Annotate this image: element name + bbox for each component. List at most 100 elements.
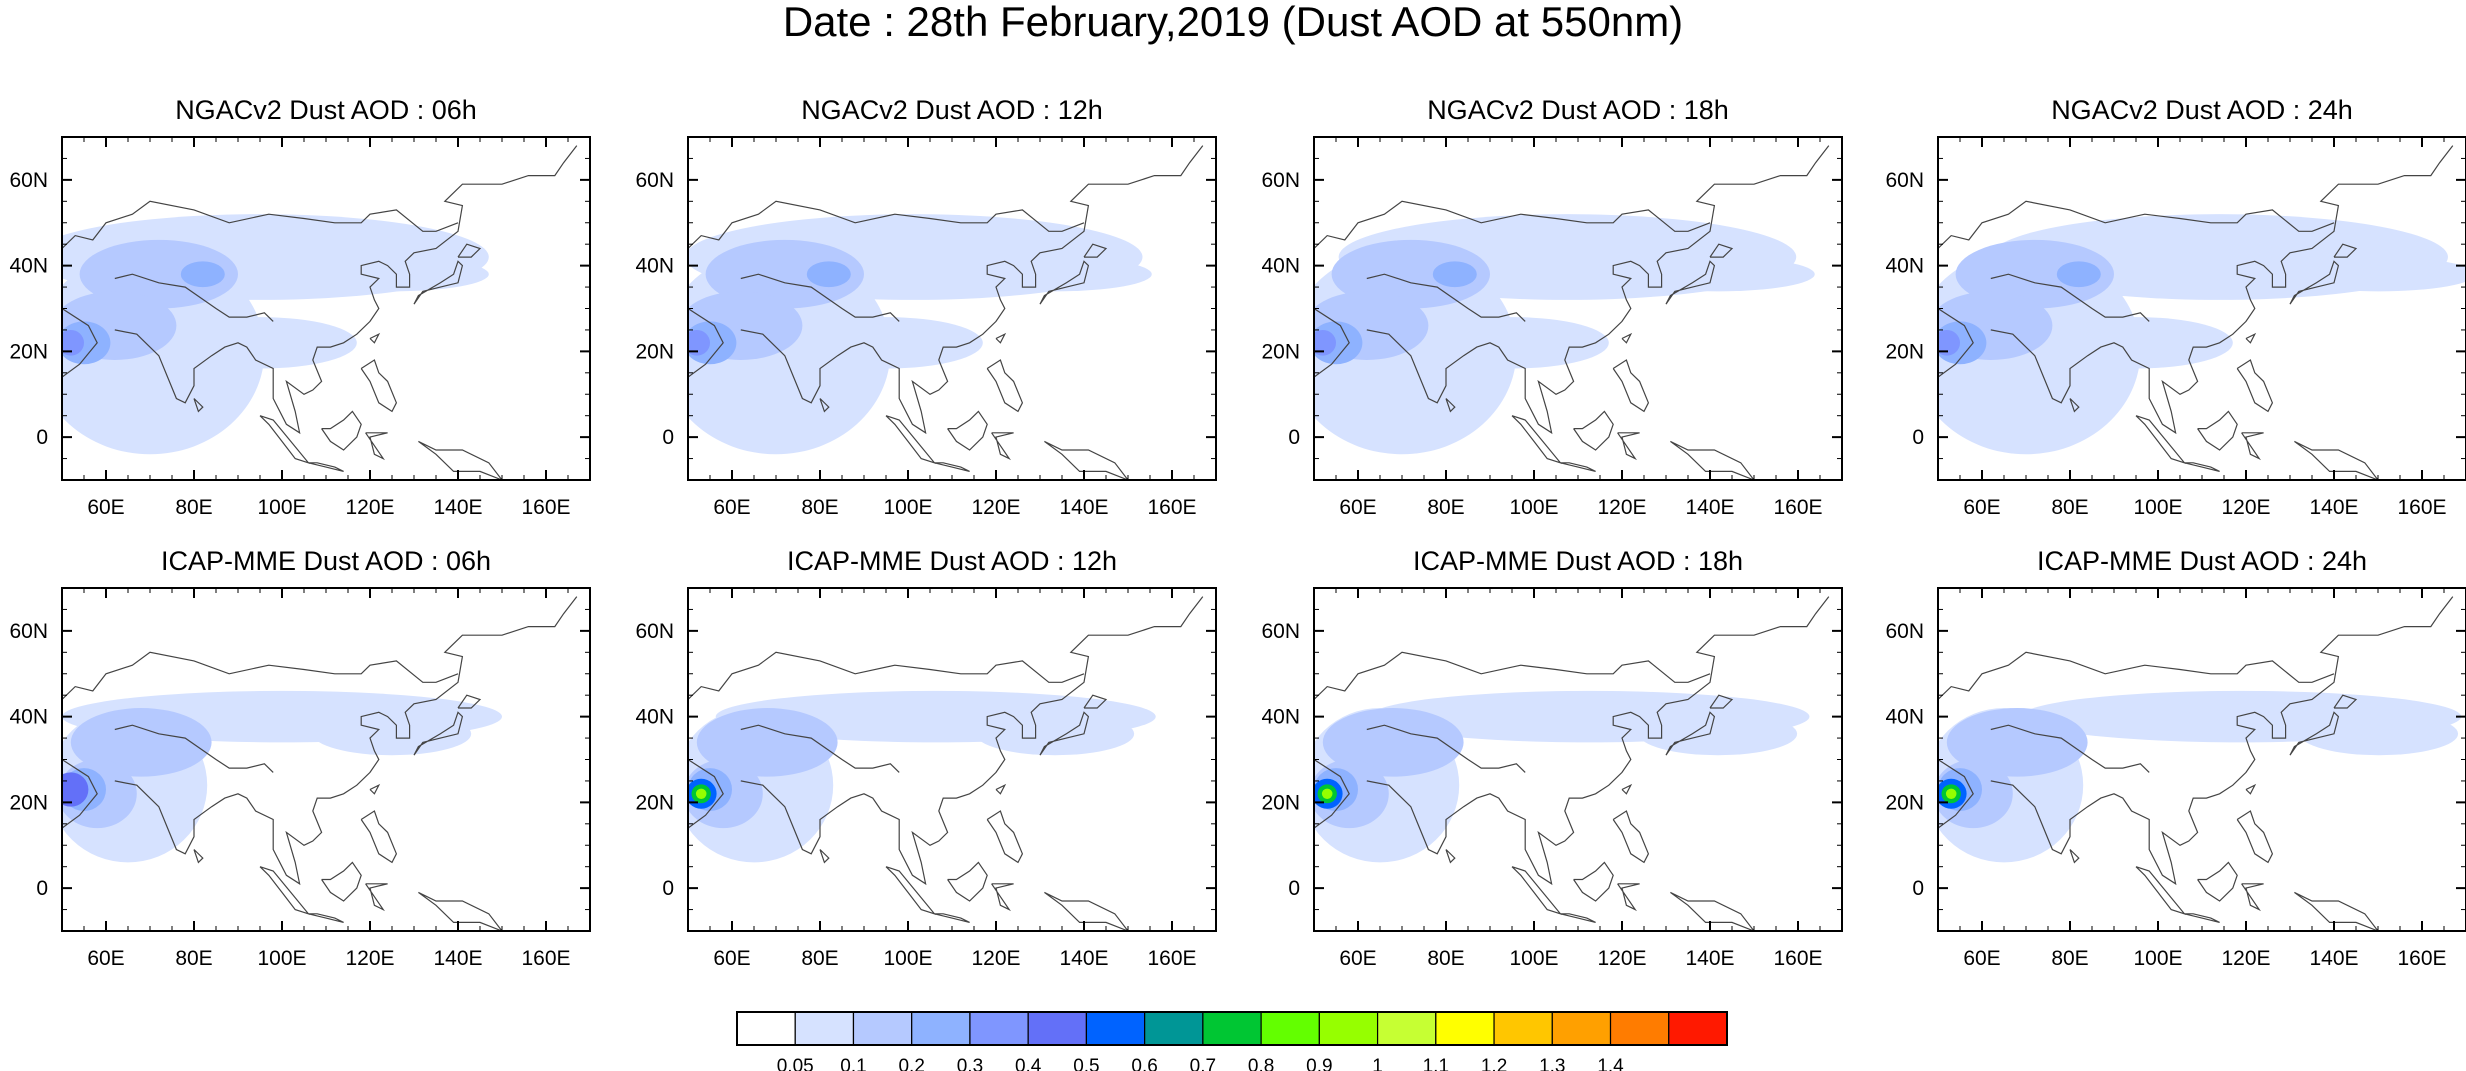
y-tick-label: 60N <box>635 169 674 192</box>
x-tick-label: 160E <box>1147 947 1196 970</box>
x-tick-label: 120E <box>2221 947 2270 970</box>
coastline <box>62 758 98 829</box>
x-tick-label: 80E <box>801 496 838 519</box>
coastline <box>259 415 311 464</box>
x-tick-label: 140E <box>1685 947 1734 970</box>
x-tick-label: 140E <box>2309 496 2358 519</box>
colorbar-swatch <box>1085 1011 1146 1046</box>
coastline <box>259 866 311 915</box>
coastline <box>193 849 204 864</box>
colorbar-label: 0.4 <box>1015 1056 1042 1071</box>
coastline <box>991 883 1014 912</box>
colorbar-swatch <box>794 1011 855 1046</box>
x-tick-label: 120E <box>971 947 1020 970</box>
coastline <box>947 410 988 451</box>
coastline <box>995 783 1007 795</box>
coastline <box>1670 891 1755 931</box>
coastline <box>369 783 381 795</box>
y-tick-label: 40N <box>635 706 674 729</box>
coastline <box>1083 694 1108 709</box>
coastline <box>1511 415 1563 464</box>
coastline <box>1670 440 1755 480</box>
coastlines <box>688 596 1204 931</box>
x-tick-label: 60E <box>87 496 124 519</box>
y-tick-label: 40N <box>1885 255 1924 278</box>
panel-title: ICAP-MME Dust AOD : 12h <box>787 546 1117 576</box>
coastline <box>1314 758 1350 829</box>
x-tick-label: 100E <box>257 496 306 519</box>
x-tick-label: 80E <box>1427 496 1464 519</box>
x-tick-label: 80E <box>801 947 838 970</box>
coastline <box>2241 432 2264 461</box>
x-tick-label: 60E <box>1339 947 1376 970</box>
y-tick-label: 0 <box>36 877 48 900</box>
coastlines <box>1314 596 1830 931</box>
coastline <box>1445 849 1456 864</box>
y-tick-label: 20N <box>635 340 674 363</box>
x-tick-label: 160E <box>1147 496 1196 519</box>
y-tick-label: 40N <box>9 255 48 278</box>
colorbar-label: 0.2 <box>898 1056 924 1071</box>
map-panel: ICAP-MME Dust AOD : 18h 60E 80E 100E 120E 140… <box>1261 546 1843 970</box>
dust-cell <box>1432 261 1477 288</box>
colorbar-swatch <box>736 1011 796 1046</box>
y-tick-label: 0 <box>662 426 674 449</box>
panel-title: NGACv2 Dust AOD : 18h <box>1427 95 1729 125</box>
x-tick-label: 120E <box>1597 947 1646 970</box>
coastline <box>1366 145 1830 435</box>
coastline <box>740 724 900 773</box>
dust-cell <box>695 788 707 799</box>
coastline <box>1445 398 1456 413</box>
coastline <box>2294 891 2379 931</box>
coastline <box>365 432 388 461</box>
coastline <box>1560 462 1596 472</box>
y-tick-label: 0 <box>1288 877 1300 900</box>
dust-field <box>688 214 1152 455</box>
x-tick-label: 100E <box>1509 496 1558 519</box>
dust-cell <box>1638 712 1798 756</box>
coastline <box>1665 711 1716 756</box>
colorbar-swatch <box>1551 1011 1612 1046</box>
x-tick-label: 100E <box>883 947 932 970</box>
coastline <box>2245 783 2257 795</box>
coastline <box>2184 462 2220 472</box>
coastline <box>947 861 988 902</box>
coastline <box>413 260 464 305</box>
coastline <box>1560 913 1596 923</box>
dust-cell <box>958 257 1152 292</box>
coastline <box>114 724 274 773</box>
dust-cell <box>806 261 851 288</box>
x-tick-label: 80E <box>175 947 212 970</box>
x-tick-label: 60E <box>1963 496 2000 519</box>
coastline <box>193 398 204 413</box>
y-tick-label: 60N <box>9 620 48 643</box>
coastline <box>1612 359 1650 413</box>
coastline <box>1612 810 1650 864</box>
colorbar-label: 0.1 <box>840 1056 866 1071</box>
coastlines <box>688 145 1204 480</box>
coastline <box>1617 432 1640 461</box>
colorbar-swatch <box>911 1011 971 1046</box>
dust-cell <box>2299 712 2459 756</box>
coastline <box>365 883 388 912</box>
coastline <box>1938 307 1974 378</box>
colorbar: 0.05 0.1 0.2 0.3 0.4 0.5 0.6 0.7 0.8 0.9 1 1.1 1.2 1.… <box>736 1011 1728 1071</box>
dust-cell <box>1321 788 1333 799</box>
coastline <box>688 200 1085 249</box>
coastline <box>321 410 362 451</box>
coastline <box>986 359 1024 413</box>
colorbar-label: 1 <box>1372 1056 1383 1071</box>
coastline <box>62 307 98 378</box>
coastline <box>321 861 362 902</box>
coastline <box>2289 711 2340 756</box>
coastline <box>413 711 464 756</box>
panel-title: NGACv2 Dust AOD : 12h <box>801 95 1103 125</box>
y-tick-label: 0 <box>36 426 48 449</box>
map-panel: NGACv2 Dust AOD : 12h 60E 80E 100E 120E 140E 1… <box>635 95 1217 519</box>
coastline <box>369 332 381 344</box>
coastline <box>114 145 578 435</box>
y-tick-label: 20N <box>9 791 48 814</box>
colorbar-swatch <box>1202 1011 1262 1046</box>
coastline <box>688 307 724 378</box>
coastline <box>740 596 1204 886</box>
